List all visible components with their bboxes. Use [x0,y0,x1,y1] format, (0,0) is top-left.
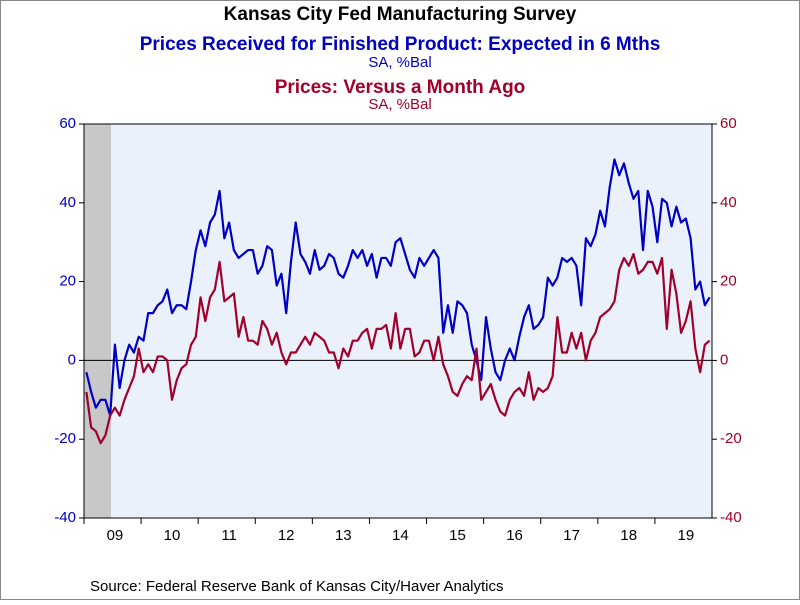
x-tick-label: 15 [449,527,466,544]
y-tick-label: 20 [59,273,76,290]
series-units: SA, %Bal [368,96,431,113]
plot-area [84,124,712,518]
x-tick-label: 17 [563,527,580,544]
x-tick-label: 09 [107,527,124,544]
y2-tick-label: 40 [720,194,737,211]
series-title: Prices Received for Finished Product: Ex… [140,34,661,55]
series-title: Prices: Versus a Month Ago [275,77,526,98]
x-tick-label: 19 [677,527,694,544]
x-tick-label: 12 [278,527,295,544]
series-units: SA, %Bal [368,54,431,71]
y2-tick-label: 60 [720,115,737,132]
y2-tick-label: 0 [720,351,728,368]
chart-title: Kansas City Fed Manufacturing Survey [224,4,577,25]
recession-shade [84,124,111,518]
x-tick-label: 16 [506,527,523,544]
series-line [85,252,711,445]
source-note: Source: Federal Reserve Bank of Kansas C… [90,578,504,595]
x-tick-label: 18 [620,527,637,544]
y2-tick-label: -40 [720,509,742,526]
x-tick-label: 14 [392,527,409,544]
y-tick-label: -20 [54,430,76,447]
y-tick-label: -40 [54,509,76,526]
plot-frame [83,123,713,519]
x-tick-label: 11 [221,527,237,544]
x-tick-label: 13 [335,527,352,544]
y-tick-label: 60 [59,115,76,132]
y-tick-label: 0 [68,351,76,368]
series-line [85,158,711,417]
y2-tick-label: 20 [720,273,737,290]
x-tick-label: 10 [164,527,181,544]
y2-tick-label: -20 [720,430,742,447]
y-tick-label: 40 [59,194,76,211]
